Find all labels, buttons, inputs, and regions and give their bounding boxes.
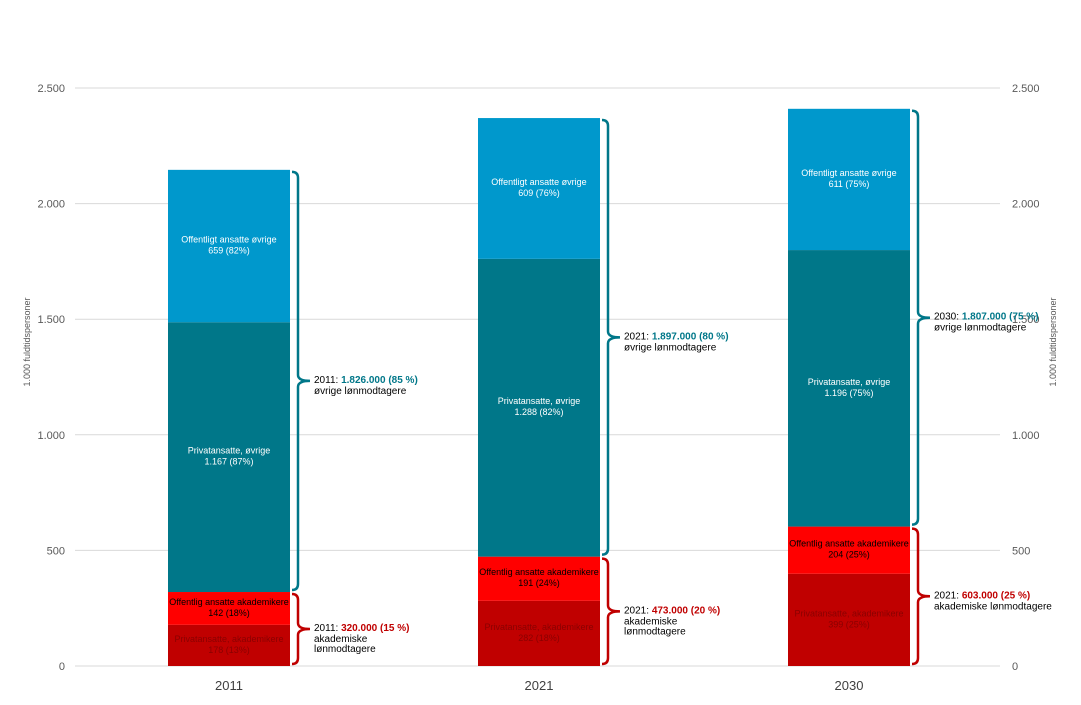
bar-segment-private-academic-2021 — [478, 600, 600, 666]
y-tick-label-right: 0 — [1012, 661, 1018, 673]
bar-data-label: Offentlig ansatte akademikere — [789, 539, 908, 549]
brace-other-2030 — [911, 109, 931, 526]
annotation-academic-2030: 2021: 603.000 (25 %) — [934, 590, 1030, 601]
bar-data-label: 1.167 (87%) — [204, 457, 253, 467]
bar-segment-public-other-2011 — [168, 169, 290, 323]
bar-data-label: Offentligt ansatte øvrige — [801, 168, 896, 178]
annotation-desc: øvrige lønmodtagere — [624, 342, 717, 353]
annotation-desc: akademiske — [314, 634, 368, 645]
y-tick-label-right: 2.000 — [1012, 199, 1040, 211]
bar-segment-private-academic-2011 — [168, 624, 290, 666]
annotation-desc: akademiske lønmodtagere — [934, 601, 1052, 612]
bar-data-label: 178 (13%) — [208, 645, 250, 655]
annotation-desc: lønmodtagere — [314, 644, 376, 655]
bar-segment-public-academic-2021 — [478, 556, 600, 601]
bar-data-label: Privatansatte, akademikere — [794, 608, 903, 618]
y-tick-label-left: 1.000 — [37, 430, 65, 442]
bar-data-label: 204 (25%) — [828, 550, 870, 560]
bar-data-label: Offentlig ansatte akademikere — [479, 567, 598, 577]
x-category-label: 2021 — [525, 678, 554, 693]
x-category-label: 2030 — [835, 678, 864, 693]
annotation-desc: øvrige lønmodtagere — [314, 386, 407, 397]
brace-academic-2011 — [291, 592, 311, 666]
bar-data-label: 142 (18%) — [208, 608, 250, 618]
bar-segment-private-academic-2030 — [788, 573, 910, 666]
bar-data-label: 399 (25%) — [828, 619, 870, 629]
annotation-academic-2011: 2011: 320.000 (15 %) — [314, 623, 409, 634]
y-tick-label-left: 1.500 — [37, 314, 65, 326]
y-axis-ticks: 0 0 500 500 1.000 1.000 1.500 1.500 2.000 2.000 2.… — [37, 83, 1039, 673]
annotation-desc: akademiske — [624, 616, 678, 627]
bar-data-label: 1.288 (82%) — [514, 407, 563, 417]
bar-data-label: 609 (76%) — [518, 188, 560, 198]
bar-data-label: 659 (82%) — [208, 246, 250, 256]
annotation-desc: lønmodtagere — [624, 626, 686, 637]
bar-data-label: 1.196 (75%) — [824, 388, 873, 398]
bar-segment-private-other-2021 — [478, 258, 600, 557]
y-tick-label-left: 500 — [47, 545, 65, 557]
annotation-other-2021: 2021: 1.897.000 (80 %) — [624, 331, 729, 342]
bar-data-label: 282 (18%) — [518, 633, 560, 643]
bar-data-label: Privatansatte, akademikere — [484, 622, 593, 632]
brace-other-2011 — [291, 170, 311, 592]
annotation-academic-2021: 2021: 473.000 (20 %) — [624, 605, 720, 616]
y-tick-label-left: 2.500 — [37, 83, 65, 95]
annotation-desc: øvrige lønmodtagere — [934, 323, 1027, 334]
y-tick-label-left: 0 — [59, 661, 65, 673]
bar-segment-public-academic-2011 — [168, 592, 290, 625]
bar-data-label: Privatansatte, øvrige — [188, 446, 271, 456]
bar-data-label: Privatansatte, øvrige — [808, 377, 891, 387]
bar-data-label: Privatansatte, øvrige — [498, 396, 581, 406]
braces: 2011: 1.826.000 (85 %)øvrige lønmodtager… — [291, 109, 1052, 666]
bar-data-label: Privatansatte, akademikere — [174, 634, 283, 644]
brace-other-2021 — [601, 118, 621, 556]
y-axis-title-left: 1.000 fuldtidspersoner — [22, 297, 32, 386]
annotation-other-2030: 2030: 1.807.000 (75 %) — [934, 312, 1039, 323]
y-axis-title-right: 1.000 fuldtidspersoner — [1048, 297, 1058, 386]
brace-academic-2030 — [911, 527, 931, 666]
bar-data-label: 611 (75%) — [829, 179, 870, 189]
bars — [168, 108, 910, 666]
bar-data-label: Offentligt ansatte øvrige — [491, 177, 586, 187]
y-tick-label-right: 2.500 — [1012, 83, 1040, 95]
x-category-label: 2011 — [215, 678, 243, 693]
annotation-other-2011: 2011: 1.826.000 (85 %) — [314, 375, 418, 386]
y-tick-label-right: 1.500 — [1012, 314, 1040, 326]
x-axis-categories: 2011 2021 2030 — [215, 678, 863, 693]
bar-segment-public-other-2021 — [478, 118, 600, 259]
bar-segment-private-other-2030 — [788, 250, 910, 527]
y-tick-label-left: 2.000 — [37, 199, 65, 211]
y-tick-label-right: 1.000 — [1012, 430, 1040, 442]
bar-data-label: Offentlig ansatte akademikere — [169, 597, 288, 607]
y-tick-label-right: 500 — [1012, 545, 1030, 557]
bar-segment-public-other-2030 — [788, 108, 910, 251]
brace-academic-2021 — [601, 557, 621, 666]
bar-data-label: 191 (24%) — [518, 578, 560, 588]
bar-segment-public-academic-2030 — [788, 526, 910, 574]
bar-segment-private-other-2011 — [168, 322, 290, 593]
bar-data-label: Offentligt ansatte øvrige — [181, 235, 276, 245]
